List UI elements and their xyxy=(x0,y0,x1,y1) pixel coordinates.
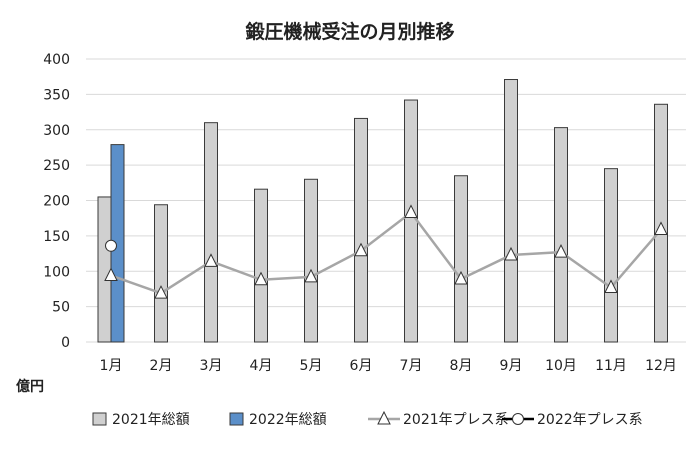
gridlines xyxy=(86,58,686,343)
y-tick-label: 350 xyxy=(43,87,70,103)
point-2021年プレス系-2月 xyxy=(154,285,168,299)
x-tick-label: 4月 xyxy=(250,358,273,374)
legend-marker xyxy=(512,413,524,425)
bar-2021年総額-4月 xyxy=(254,188,268,343)
y-axis-unit-label: 億円 xyxy=(16,378,44,395)
legend-label: 2022年総額 xyxy=(249,412,327,428)
legend-swatch xyxy=(229,412,244,426)
x-tick-label: 12月 xyxy=(645,358,677,374)
y-axis-tick-labels: 0 50 100 150 200 250 300 350 400 xyxy=(43,52,70,351)
line-series xyxy=(104,204,668,299)
y-tick-label: 0 xyxy=(61,335,70,351)
bar-2021年総額-5月 xyxy=(304,178,318,343)
x-tick-label: 6月 xyxy=(350,358,373,374)
legend-label: 2021年総額 xyxy=(112,412,190,428)
point-2021年プレス系-7月 xyxy=(404,204,418,219)
point-2021年プレス系-4月 xyxy=(254,271,268,286)
x-axis-tick-labels: 1月 2月 3月 4月 5月 6月 7月 8月 9月 10月 11月 12月 xyxy=(100,358,677,374)
bar-2021年総額-9月 xyxy=(504,79,518,343)
y-tick-label: 150 xyxy=(43,229,70,245)
x-tick-label: 5月 xyxy=(300,358,323,374)
y-tick-label: 200 xyxy=(43,194,70,210)
x-tick-label: 1月 xyxy=(100,358,123,374)
point-2021年プレス系-3月 xyxy=(204,253,218,267)
bar-2021年総額-2月 xyxy=(154,204,168,343)
point-2021年プレス系-10月 xyxy=(554,244,568,258)
x-tick-label: 11月 xyxy=(595,358,627,374)
x-tick-label: 8月 xyxy=(450,358,473,374)
point-2021年プレス系-8月 xyxy=(454,270,468,285)
y-tick-label: 100 xyxy=(43,264,70,280)
point-2021年プレス系-6月 xyxy=(354,242,368,257)
chart-title: 鍛圧機械受注の月別推移 xyxy=(245,20,454,43)
x-tick-label: 9月 xyxy=(500,358,523,374)
legend-marker xyxy=(377,410,391,425)
y-tick-label: 300 xyxy=(43,123,70,139)
y-tick-label: 50 xyxy=(52,300,70,316)
bar-2021年総額-3月 xyxy=(204,122,218,343)
series-line-2021年プレス系 xyxy=(110,211,662,295)
bar-2021年総額-1月 xyxy=(97,196,112,343)
bars xyxy=(97,79,668,343)
legend-label: 2021年プレス系 xyxy=(403,412,509,428)
y-tick-label: 400 xyxy=(43,52,70,68)
legend-label: 2022年プレス系 xyxy=(537,412,643,428)
x-tick-label: 3月 xyxy=(200,358,223,374)
point-2021年プレス系-5月 xyxy=(304,268,318,283)
bar-2021年総額-6月 xyxy=(354,117,368,343)
point-2021年プレス系-9月 xyxy=(504,246,518,261)
point-2022年プレス系-1月 xyxy=(105,239,117,252)
point-2021年プレス系-1月 xyxy=(104,267,118,281)
bar-2021年総額-10月 xyxy=(554,127,568,343)
bar-2021年総額-11月 xyxy=(604,168,618,343)
legend-swatch xyxy=(92,412,107,426)
legend: 2021年総額 2022年総額 2021年プレス系 2022年プレス系 xyxy=(92,410,643,428)
bar-2021年総額-7月 xyxy=(404,99,418,343)
bar-2021年総額-8月 xyxy=(454,175,468,343)
point-2021年プレス系-12月 xyxy=(654,221,668,236)
x-tick-label: 7月 xyxy=(400,358,423,374)
x-tick-label: 10月 xyxy=(545,358,577,374)
x-tick-label: 2月 xyxy=(150,358,173,374)
point-2021年プレス系-11月 xyxy=(604,279,618,294)
y-tick-label: 250 xyxy=(43,158,70,174)
